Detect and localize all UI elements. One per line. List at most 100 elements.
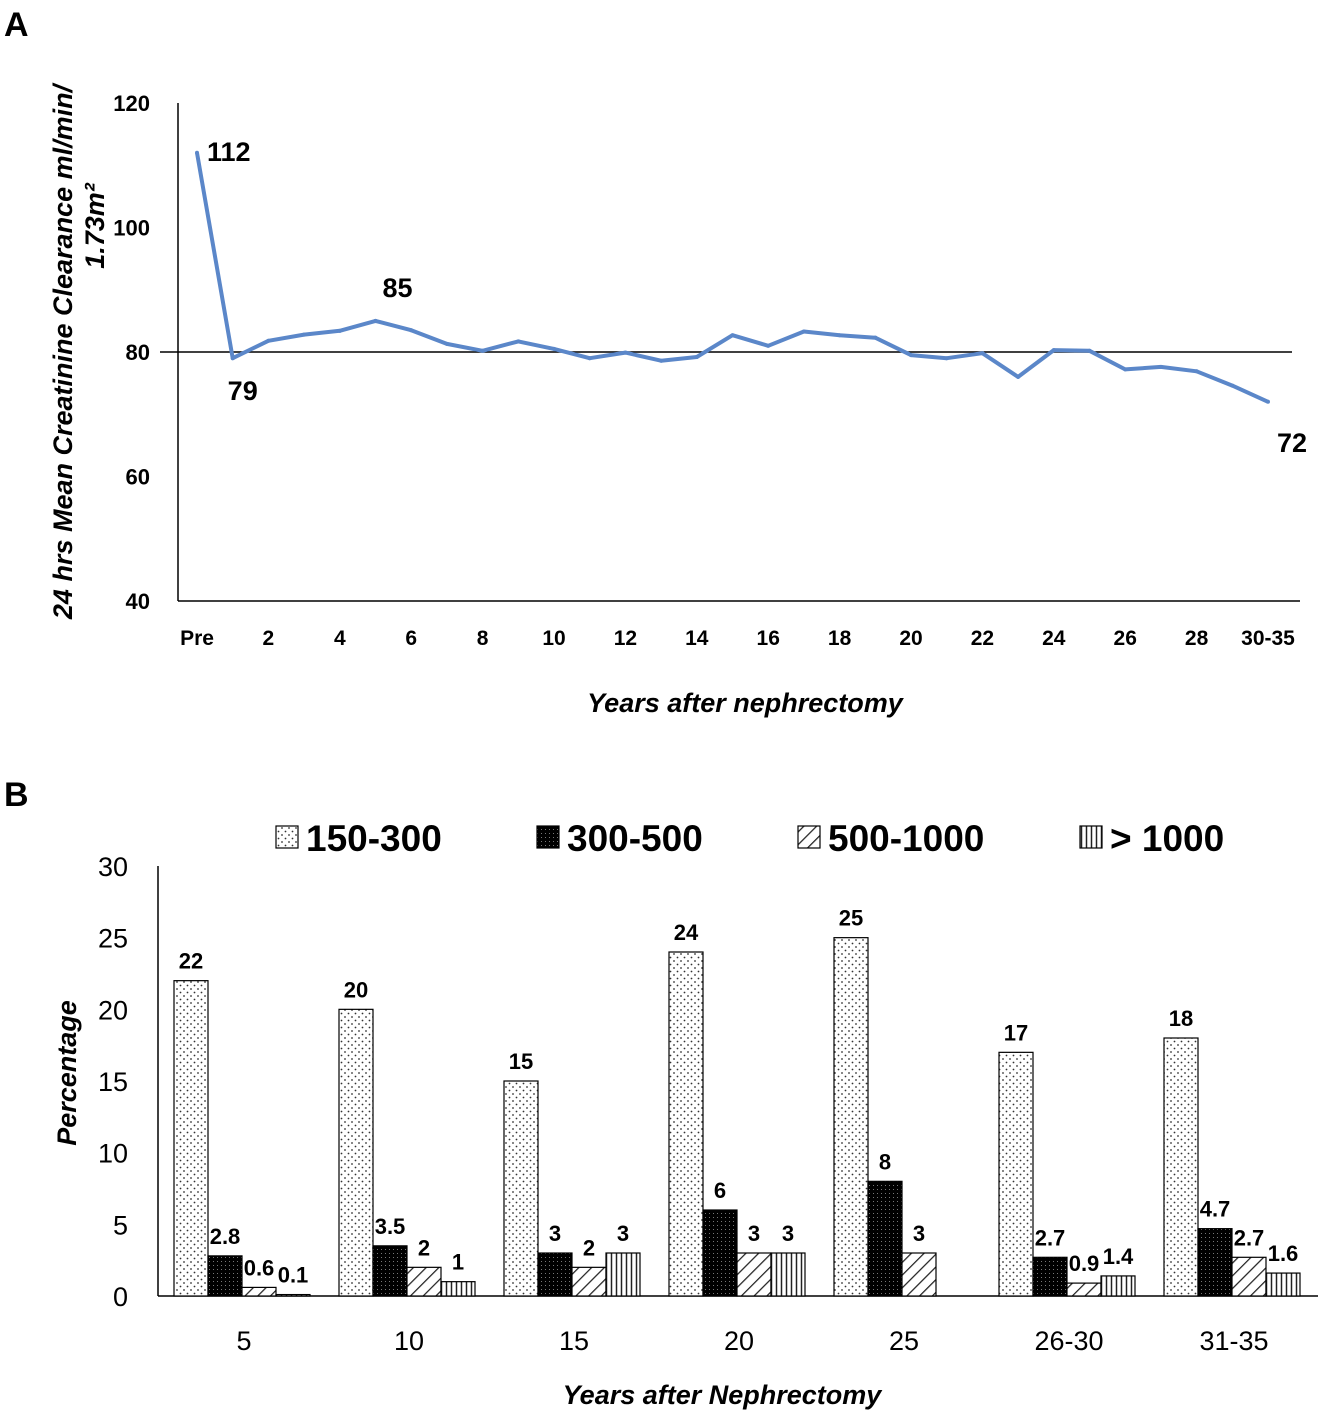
panel-b-bar [1066,1282,1102,1297]
panel-b-bar [1100,1275,1136,1297]
panel-b-bar [372,1245,408,1297]
panel-b-bar [173,980,209,1297]
panel-a-data-point [1230,383,1235,388]
panel-b-bar [1231,1256,1267,1297]
panel-a-data-point [909,353,913,358]
panel-a-y-tick-label: 40 [126,589,150,614]
panel-a-x-axis-title: Years after nephrectomy [587,688,905,718]
panel-a-data-point [1016,374,1021,379]
panel-a-data-point [230,356,235,361]
panel-b-bar-label: 1.4 [1103,1244,1134,1269]
panel-b-y-tick-label: 0 [113,1282,128,1312]
panel-b-x-tick-label: 15 [559,1326,589,1356]
panel-b-legend-swatch [536,825,560,849]
panel-b-bar [901,1252,937,1297]
panel-a-data-point [516,339,521,344]
panel-b-legend-label: 150-300 [306,818,442,859]
panel-b-bar-label: 15 [509,1049,533,1074]
panel-b-y-tick-label: 30 [98,852,128,882]
panel-b-legend-label: 500-1000 [828,818,984,859]
panel-b-bar-label: 3 [913,1221,925,1246]
panel-a-x-tick-label: 8 [477,627,489,650]
panel-b-bar-label: 3.5 [375,1214,406,1239]
panel-b-bar [1163,1037,1199,1297]
panel-b-bar [668,951,704,1297]
panel-b-bar [275,1293,311,1297]
panel-a-data-point [766,343,771,348]
panel-b-bar [605,1252,641,1297]
panel-a-data-point [1266,399,1270,404]
panel-b-bar [440,1281,476,1297]
panel-b-bar-label: 3 [549,1221,561,1246]
panel-b-y-axis-title: Percentage [52,1000,82,1146]
panel-b-legend-swatch [275,825,299,849]
panel-a-x-tick-label: 2 [263,627,275,650]
panel-b-bar [833,937,869,1297]
panel-a-data-point [587,356,592,361]
panel-b-bar [241,1286,277,1297]
panel-b-letter: B [4,776,29,814]
panel-a-annotation: 79 [228,376,258,406]
panel-b-legend-label: 300-500 [567,818,703,859]
panel-b-bar [338,1008,374,1297]
panel-a-data-point [944,356,949,361]
panel-a-y-axis-title: 24 hrs Mean Creatinine Clearance ml/min/ [48,82,78,620]
panel-a-x-tick-label: 20 [899,627,922,650]
panel-a-data-point [873,335,878,340]
panel-a-data-point [1051,348,1056,353]
panel-b-bar-label: 2.7 [1234,1225,1265,1250]
panel-a-y-axis-title-unit: 1.73m² [80,182,110,269]
panel-b-legend-swatch [797,825,821,849]
panel-b-bar-label: 3 [748,1221,760,1246]
panel-b-bar [1265,1272,1301,1297]
panel-a-data-point [409,328,414,333]
panel-b-bar-label: 3 [782,1221,794,1246]
panel-a-data-point [980,351,985,356]
panel-b-bar-label: 2.8 [210,1224,241,1249]
panel-b-bar-label: 8 [879,1149,891,1174]
panel-b-bar [736,1252,772,1297]
panel-b-bar-label: 0.1 [278,1263,309,1288]
panel-a-data-point [480,348,485,353]
panel-b-bar-label: 22 [179,949,203,974]
panel-b-bar [998,1051,1034,1297]
panel-b-bar-label: 0.6 [244,1255,275,1280]
panel-b-x-tick-label: 25 [889,1326,919,1356]
panel-b-bar [406,1266,442,1297]
panel-b-bar-label: 0.9 [1069,1251,1100,1276]
panel-a-y-tick-label: 100 [113,216,150,241]
panel-a-data-point [837,333,842,338]
panel-a-data-point [1194,369,1199,374]
panel-b-x-tick-label: 10 [394,1326,424,1356]
panel-a-x-tick-label: 22 [971,627,994,650]
panel-a-x-tick-label: 30-35 [1241,627,1295,650]
panel-a-x-tick-label: 18 [828,627,852,650]
panel-b-x-tick-label: 31-35 [1199,1326,1268,1356]
panel-b-bar-label: 2 [418,1235,430,1260]
panel-b-y-tick-label: 5 [113,1210,128,1240]
panel-a-y-tick-label: 120 [113,91,150,116]
panel-b-bar [770,1252,806,1297]
panel-b-y-tick-label: 25 [98,924,128,954]
panel-a-data-point [659,358,664,363]
panel-b-bar-label: 25 [839,906,863,931]
panel-a-x-tick-label: 6 [405,627,417,650]
panel-b-bar-label: 2.7 [1035,1225,1066,1250]
panel-a-data-point [337,328,342,333]
panel-b-bar-label: 17 [1004,1020,1028,1045]
panel-a-x-tick-label: 24 [1042,627,1066,650]
panel-b-bar-label: 1 [452,1250,464,1275]
panel-a-x-tick-label: 26 [1114,627,1137,650]
panel-b-y-tick-label: 15 [98,1067,128,1097]
panel-b-legend-swatch [1079,825,1103,849]
panel-a-x-tick-label: 16 [757,627,780,650]
panel-a-data-point [801,329,806,334]
panel-b-bar [867,1180,903,1297]
panel-a-chart: 24 hrs Mean Creatinine Clearance ml/min/… [48,82,1307,718]
panel-a-data-point [302,332,307,337]
panel-a-data-point [730,333,735,338]
panel-a-data-point [552,346,556,351]
panel-b-bar-label: 18 [1169,1006,1193,1031]
panel-b-x-axis-title: Years after Nephrectomy [563,1380,884,1410]
panel-b-bar [702,1209,738,1297]
